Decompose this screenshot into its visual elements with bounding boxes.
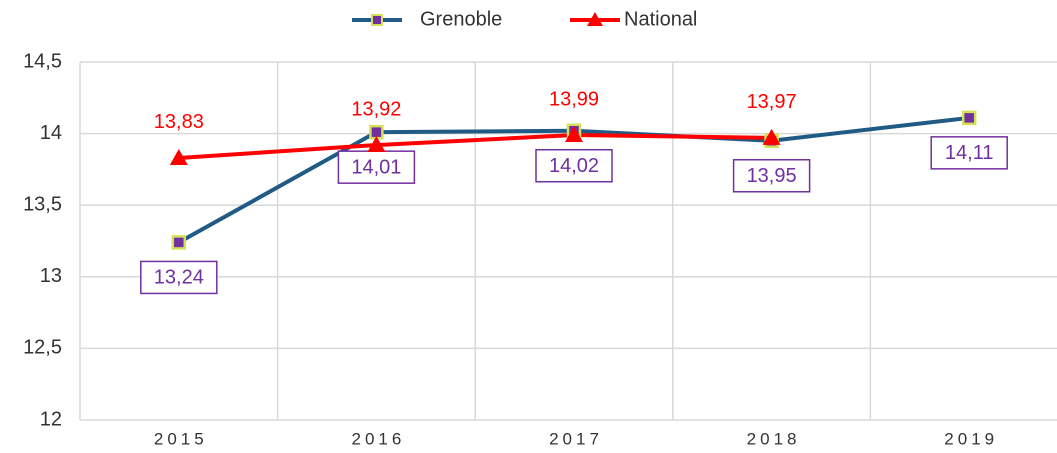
value-label: 14,11 (945, 142, 994, 164)
marker (961, 110, 977, 126)
value-label: 13,92 (351, 98, 401, 120)
value-label: 13,97 (747, 91, 797, 113)
x-tick-label: 2017 (549, 429, 603, 448)
value-label-box (535, 148, 613, 183)
value-label: 13,83 (154, 111, 204, 133)
legend-marker (371, 14, 383, 26)
marker (367, 136, 386, 153)
legend-label: National (624, 8, 697, 30)
legend-marker (587, 12, 603, 26)
marker (565, 126, 583, 143)
x-tick-label: 2019 (944, 429, 998, 448)
value-label: 13,24 (154, 267, 204, 289)
value-label-box (732, 159, 811, 193)
y-tick-label: 13 (40, 265, 62, 287)
x-tick-label: 2018 (747, 429, 801, 448)
x-tick-label: 2016 (351, 429, 405, 448)
value-label-box (930, 136, 1008, 170)
marker (171, 235, 187, 250)
series-line (178, 133, 772, 160)
value-label: 14,02 (549, 155, 599, 177)
marker (762, 128, 781, 145)
y-tick-label: 14,5 (23, 50, 62, 72)
y-tick-label: 12 (40, 408, 62, 430)
marker (169, 148, 188, 165)
x-tick-label: 2015 (154, 429, 208, 448)
y-tick-label: 12,5 (23, 337, 62, 359)
value-label: 13,95 (747, 165, 797, 187)
y-tick-label: 13,5 (23, 193, 62, 215)
value-label: 13,99 (549, 88, 599, 110)
value-label-box (140, 260, 218, 295)
legend-label: Grenoble (420, 8, 502, 30)
value-label-box (337, 150, 416, 184)
value-label: 14,01 (351, 156, 401, 178)
y-tick-label: 14 (40, 122, 62, 144)
